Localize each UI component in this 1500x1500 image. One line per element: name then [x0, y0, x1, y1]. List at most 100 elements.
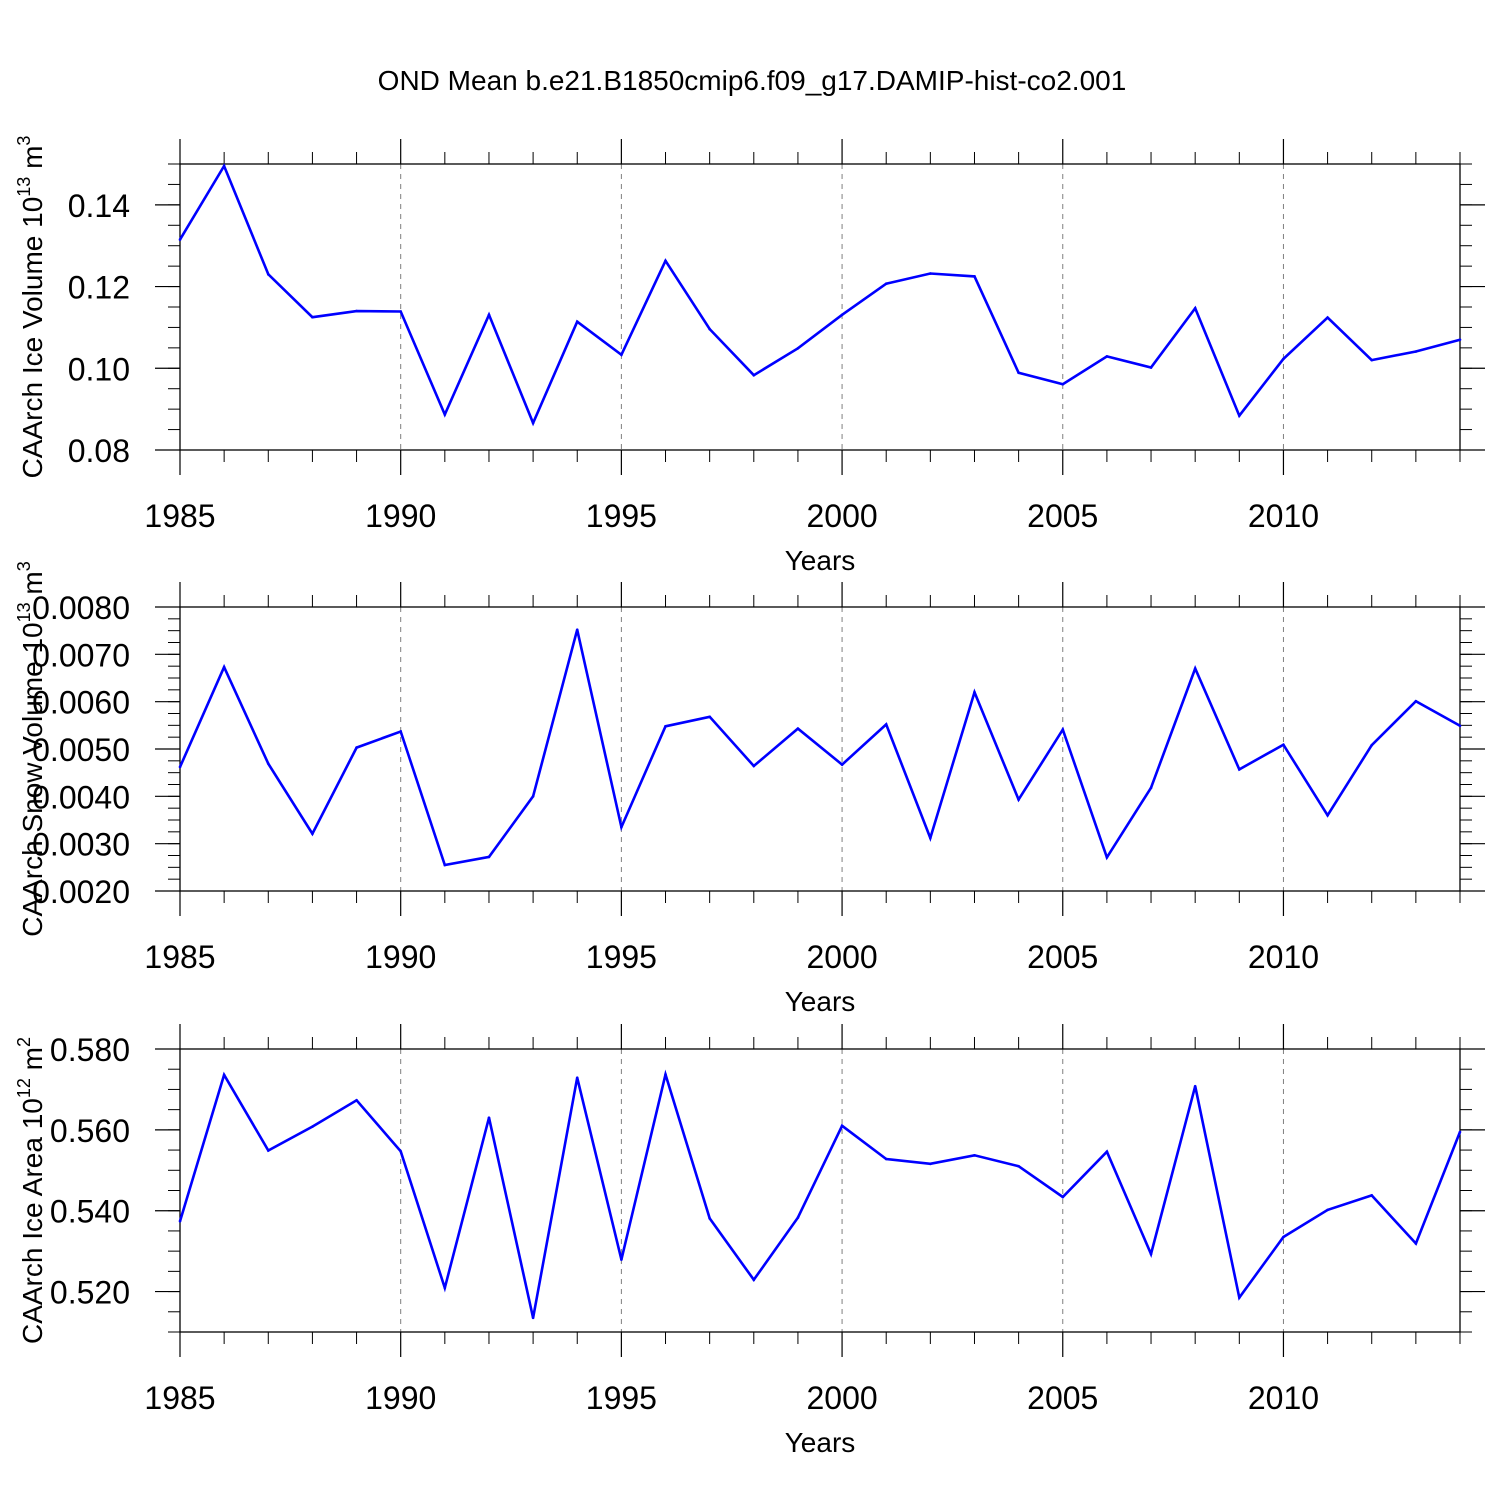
data-point: [620, 825, 623, 829]
y-tick-label: 0.0050: [32, 732, 130, 768]
data-point: [1282, 1235, 1285, 1239]
x-tick-label: 1985: [144, 1380, 215, 1416]
y-tick-label: 0.0030: [32, 827, 130, 863]
x-tick-label: 2000: [806, 498, 877, 534]
x-axis-label: Years: [785, 545, 856, 576]
data-point: [1149, 366, 1153, 369]
y-tick-label: 0.0080: [32, 590, 130, 626]
y-tick-label: 0.580: [50, 1032, 130, 1068]
y-tick-label: 0.0070: [32, 637, 130, 673]
panel-3: 1985 1990 1995 2000 2005 2010 0.520 0.540 0.560 0…: [14, 1024, 1485, 1458]
data-point: [1458, 724, 1462, 728]
data-point: [1105, 856, 1109, 859]
data-point: [1238, 768, 1241, 771]
y-tick-label: 0.12: [68, 270, 130, 306]
data-point: [575, 1076, 579, 1080]
x-axis-label: Years: [785, 986, 856, 1017]
data-point: [929, 272, 932, 275]
plot-frame: [179, 606, 1461, 892]
x-tick-label: 2000: [806, 939, 877, 975]
data-point: [752, 764, 756, 768]
data-point: [1414, 350, 1418, 353]
data-point: [1017, 371, 1020, 375]
data-point: [355, 746, 358, 749]
y-tick-label: 0.0040: [32, 779, 130, 815]
data-point: [311, 315, 314, 319]
data-point: [531, 1316, 535, 1320]
y-axis-label: CAArch Snow Volume 1013 m3: [14, 561, 48, 937]
data-point: [443, 1286, 447, 1290]
x-tick-label: 1990: [365, 498, 436, 534]
panel-1: 1985 1990 1995 2000 2005 2010 0.08 0.10 0.12 0.14…: [14, 136, 1485, 576]
data-point: [1326, 1208, 1329, 1212]
data-point: [1238, 1296, 1241, 1299]
y-tick-label: 0.520: [50, 1275, 130, 1311]
data-point: [708, 1217, 711, 1220]
y-tick-label: 0.14: [68, 188, 130, 224]
x-tick-label: 2010: [1248, 1380, 1319, 1416]
data-point: [178, 1219, 182, 1223]
data-point: [1149, 786, 1153, 790]
data-point: [1458, 1130, 1462, 1134]
data-point: [840, 763, 844, 766]
data-point: [708, 327, 711, 331]
data-point: [531, 795, 535, 798]
data-point: [1105, 1150, 1109, 1153]
data-point: [222, 1073, 226, 1077]
y-tick-label: 0.10: [68, 351, 130, 387]
data-point: [664, 1073, 667, 1076]
data-point: [311, 1125, 314, 1128]
data-point: [752, 373, 756, 377]
data-point: [575, 628, 579, 632]
data-point: [311, 832, 314, 836]
data-point: [443, 863, 447, 867]
data-point: [399, 730, 402, 733]
data-point: [664, 259, 667, 263]
data-point: [1370, 1194, 1374, 1197]
series-line: [178, 163, 1461, 427]
y-tick-label: 0.0060: [32, 685, 130, 721]
x-tick-label: 1995: [586, 1380, 657, 1416]
data-point: [884, 282, 888, 286]
data-point: [973, 690, 976, 694]
data-point: [1061, 1195, 1065, 1199]
data-point: [1370, 743, 1374, 747]
data-point: [973, 1154, 976, 1157]
data-point: [1193, 1084, 1197, 1088]
plot-frame: [179, 1048, 1461, 1333]
x-tick-label: 1995: [586, 939, 657, 975]
x-tick-label: 2000: [806, 1380, 877, 1416]
y-tick-label: 0.560: [50, 1113, 130, 1149]
x-tick-label: 1990: [365, 1380, 436, 1416]
data-point: [1282, 743, 1285, 747]
data-point: [266, 762, 270, 765]
data-point: [840, 313, 844, 317]
data-point: [1238, 414, 1241, 417]
y-axis-label: CAArch Ice Area 1012 m2: [14, 1037, 48, 1344]
data-point: [1149, 1252, 1153, 1256]
y-axis-label: CAArch Ice Volume 1013 m3: [14, 136, 48, 479]
data-point: [664, 724, 667, 728]
x-tick-label: 2010: [1248, 939, 1319, 975]
data-point: [1326, 316, 1329, 319]
plot-frame: [179, 163, 1461, 451]
x-tick-label: 1990: [365, 939, 436, 975]
data-point: [840, 1124, 844, 1128]
x-tick-label: 2005: [1027, 939, 1098, 975]
x-tick-label: 2005: [1027, 498, 1098, 534]
data-point: [1061, 382, 1065, 386]
data-point: [752, 1278, 756, 1282]
data-point: [1017, 798, 1020, 801]
data-point: [1105, 355, 1109, 358]
data-point: [178, 238, 182, 241]
data-point: [1193, 306, 1197, 310]
data-point: [399, 1149, 402, 1153]
data-point: [620, 353, 623, 357]
data-point: [973, 275, 976, 278]
data-point: [222, 164, 226, 168]
data-point: [884, 723, 888, 726]
data-point: [266, 1149, 270, 1152]
data-point: [929, 1162, 932, 1166]
chart-title: OND Mean b.e21.B1850cmip6.f09_g17.DAMIP-…: [378, 65, 1127, 96]
